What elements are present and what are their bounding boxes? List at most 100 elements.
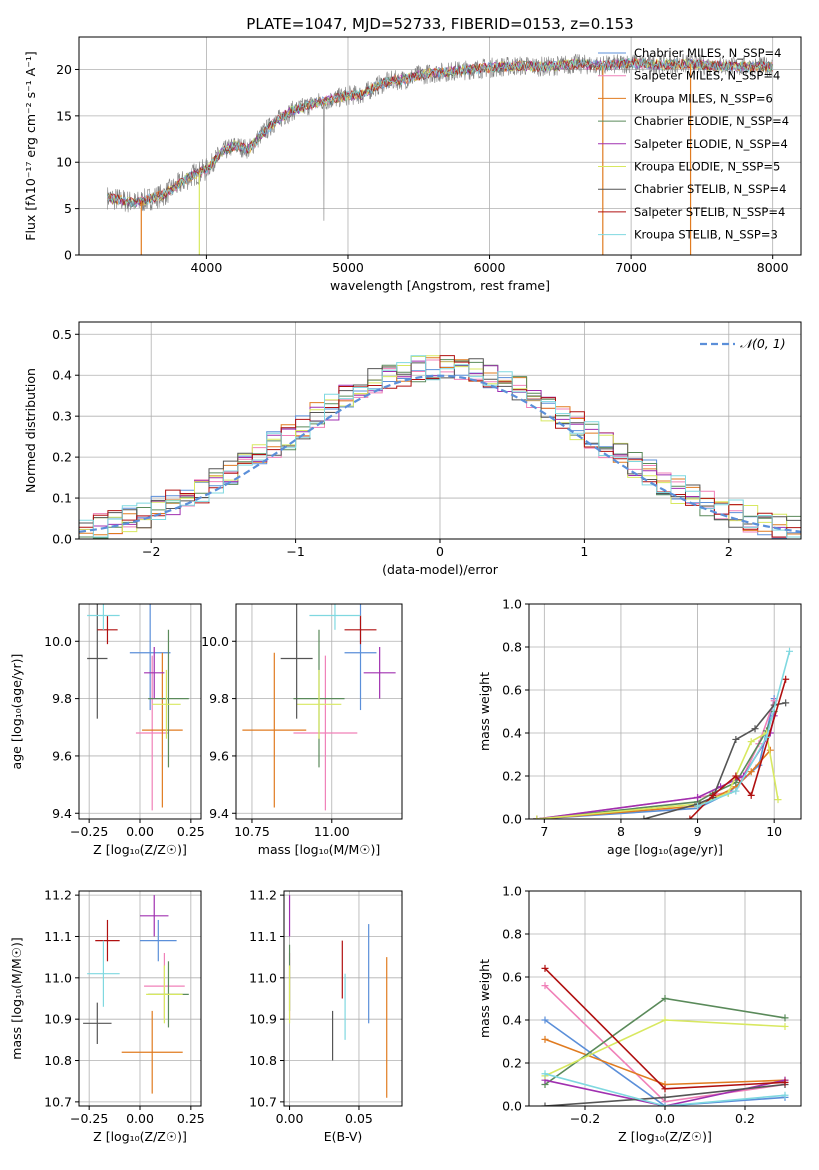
spectrum-model-line [106,58,773,208]
legend-label: Kroupa ELODIE, N_SSP=5 [634,160,780,174]
chart-weight-vs-age: 7 8 9 10 0.0 0.2 0.4 0.6 0.8 1.0 age [log₁₀(age/yr… [477,597,802,857]
y-axis-label: mass weight [477,959,492,1038]
weight-marker [732,787,740,795]
chart-mass-vs-Z: −0.25 0.00 0.25 10.7 10.8 10.9 11.0 11.1 11.2 Z [… [9,888,205,1144]
weight-marker [732,772,740,780]
weight-series-line [697,651,791,807]
y-tick-label: 0.2 [502,1056,522,1071]
x-tick-label: 1 [580,544,588,559]
y-tick-label: 0.4 [52,368,72,383]
x-tick-label: 8 [617,824,625,839]
weight-marker [541,982,549,990]
y-tick-label: 0.0 [52,532,72,547]
weight-series-line [544,1019,786,1106]
axes-frame [528,890,802,1107]
y-tick-label: 9.6 [52,748,72,763]
weight-marker [661,995,669,1002]
weight-series-line [536,700,775,819]
x-axis-label: Z [log₁₀(Z/Z☉)] [618,1129,712,1144]
weight-marker [661,1102,669,1106]
y-tick-label: 11.1 [44,929,72,944]
y-tick-label: 9.8 [52,691,72,706]
x-tick-label: 8000 [757,260,789,275]
axes-frame [78,36,802,256]
y-tick-label: 10.7 [249,1094,277,1109]
x-axis-label: mass [log₁₀(M/M☉)] [258,842,380,857]
chart-residuals: −2 −1 0 1 2 0.0 0.1 0.2 0.3 0.4 0.5 (data-model)/er… [23,321,802,577]
y-tick-label: 0.2 [502,769,522,784]
y-tick-label: 10 [56,155,72,170]
x-tick-label: 0.05 [345,1111,373,1126]
weight-marker [781,1091,789,1099]
histogram-series [79,355,801,539]
x-axis-label: wavelength [Angstrom, rest frame] [330,278,550,293]
y-tick-label: 0 [64,248,72,263]
weight-marker [747,768,755,776]
weight-marker [782,675,790,683]
weight-marker [747,791,755,799]
y-tick-label: 10.9 [44,1012,72,1027]
y-tick-label: 10.9 [249,1012,277,1027]
weight-series-line [536,711,775,819]
y-tick-label: 0.6 [502,970,522,985]
x-tick-label: 2 [725,544,733,559]
y-tick-label: 10.8 [44,1053,72,1068]
y-tick-label: 9.4 [52,806,72,821]
x-tick-label: 7 [540,824,548,839]
x-tick-label: 0.00 [126,824,154,839]
y-tick-label: 0.0 [502,812,522,827]
legend-label: Salpeter STELIB, N_SSP=4 [634,205,785,219]
y-tick-label: 20 [56,62,72,77]
weight-series-line [536,715,775,819]
weight-marker [541,1016,549,1024]
y-tick-label: 0.8 [502,927,522,942]
y-tick-label: 10.7 [44,1094,72,1109]
weight-marker [661,1093,669,1101]
x-tick-label: 10.75 [234,824,270,839]
weight-series-line [536,731,779,819]
weight-marker [661,1085,669,1093]
y-tick-label: 0.4 [502,726,522,741]
x-tick-label: −2 [142,544,160,559]
y-tick-label: 11.2 [249,888,277,903]
x-axis-label: Z [log₁₀(Z/Z☉)] [93,1129,187,1144]
weight-marker [781,1014,789,1022]
x-tick-label: 0.00 [276,1111,304,1126]
x-tick-label: 4000 [191,260,223,275]
x-tick-label: 0 [436,544,444,559]
y-axis-label: age [log₁₀(age/yr)] [9,654,24,770]
x-tick-label: −1 [286,544,304,559]
legend-label: 𝒩(0, 1) [740,336,786,351]
y-tick-label: 1.0 [502,597,522,612]
x-tick-label: 7000 [615,260,647,275]
x-axis-label: Z [log₁₀(Z/Z☉)] [93,842,187,857]
y-tick-label: 9.8 [209,691,229,706]
weight-marker [732,735,740,743]
chart-spectrum: 4000 5000 6000 7000 8000 0 5 10 15 20 wavelength [… [23,36,802,293]
weight-marker [774,796,782,804]
weight-marker [541,1035,549,1043]
x-axis-label: age [log₁₀(age/yr)] [607,842,723,857]
y-tick-label: 5 [64,201,72,216]
y-tick-label: 10.0 [201,634,229,649]
weight-marker [541,964,549,972]
normal-curve [78,374,802,533]
weight-series-line [544,1073,786,1106]
y-tick-label: 10.8 [249,1053,277,1068]
chart-age-vs-mass: 10.75 11.00 9.4 9.6 9.8 10.0 mass [log₁₀(M/M☉)… [201,603,403,857]
weight-marker [763,733,771,741]
chart-mass-vs-EBV: 0.00 0.05 10.7 10.8 10.9 11.0 11.1 11.2 E(B-V) [249,888,403,1144]
weight-marker [661,1016,669,1024]
x-tick-label: 9 [694,824,702,839]
weight-marker [709,791,717,799]
x-axis-label: E(B-V) [324,1129,363,1144]
legend-label: Chabrier STELIB, N_SSP=4 [634,182,786,196]
y-tick-label: 15 [56,108,72,123]
legend-label: Salpeter MILES, N_SSP=4 [634,69,780,83]
y-tick-label: 11.0 [249,970,277,985]
chart-weight-vs-Z: −0.2 0.0 0.2 0.0 0.2 0.4 0.6 0.8 1.0 Z [log₁₀(Z/Z… [477,884,802,1144]
x-tick-label: 6000 [474,260,506,275]
x-tick-label: 0.25 [177,1111,205,1126]
x-tick-label: 0.25 [177,824,205,839]
x-tick-label: 0.00 [126,1111,154,1126]
